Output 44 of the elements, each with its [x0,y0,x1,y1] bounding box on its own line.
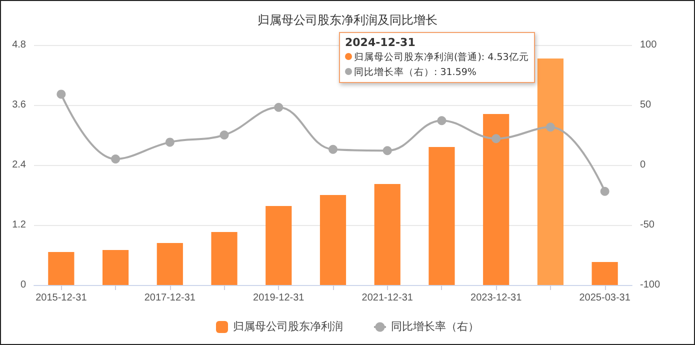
y-tick-label: 3.6 [12,100,26,110]
bar [320,195,346,285]
point [546,122,555,132]
x-tick-label: 2017-12-31 [144,292,196,304]
bar [48,252,74,285]
point [165,138,174,147]
point [600,186,610,196]
x-tick-label: 2019-12-31 [253,292,305,304]
y2-tick-label: -50 [640,220,655,230]
bar [428,147,455,285]
legend-label: 归属母公司股东净利润 [233,320,343,333]
bar [211,232,238,285]
bar [102,250,129,285]
x-tick-label: 2021-12-31 [362,292,414,304]
y-tick-label: 2.4 [12,160,26,170]
point [111,154,120,164]
x-tick-label: 2025-03-31 [579,292,631,304]
annotation: 同比增长率（右）: 31.59% [353,66,478,80]
bar [374,184,400,285]
y2-tick-label: 0 [640,160,646,170]
bar [483,114,510,285]
point [274,102,284,112]
bar [156,243,183,285]
x-tick-label: 2015-12-31 [36,292,88,304]
x-tick-label: 2023-12-31 [470,292,522,304]
point [56,90,66,99]
annotation: 2024-12-31 [345,35,416,50]
y-tick-label: 0 [20,280,26,290]
y2-tick-label: 50 [640,100,652,110]
y2-tick-label: 100 [640,40,658,50]
y2-tick-label: -100 [640,280,660,290]
annotation: 归属母公司股东净利润(普通): 4.53亿元 [353,51,529,65]
point [328,144,338,154]
point [382,146,392,156]
point [492,134,501,144]
bar [592,262,618,285]
chart-title: 归属母公司股东净利润及同比增长 [258,13,438,27]
point [437,116,446,126]
y-tick-label: 1.2 [12,220,26,230]
point [220,130,229,140]
bar [266,206,292,285]
bar [537,58,564,285]
legend-label: 同比增长率（右） [391,320,479,333]
y-tick-label: 4.8 [12,40,26,50]
